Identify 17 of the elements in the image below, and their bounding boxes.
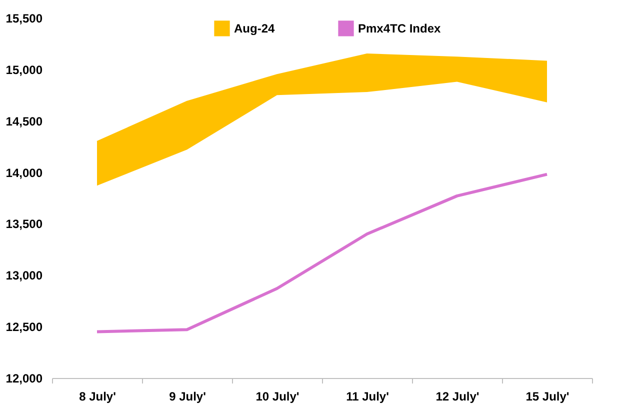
- x-tick-label: 9 July': [169, 390, 206, 404]
- y-tick-label: 12,500: [6, 320, 43, 334]
- y-tick-label: 12,000: [6, 372, 43, 386]
- x-tick-label: 15 July': [526, 390, 570, 404]
- y-tick-label: 13,000: [6, 268, 43, 283]
- x-tick-label: 8 July': [79, 390, 116, 404]
- y-tick-label: 15,500: [6, 12, 43, 26]
- y-tick-label: 14,500: [6, 114, 43, 128]
- y-tick-label: 15,000: [6, 62, 43, 77]
- legend-label: Pmx4TC Index: [358, 21, 442, 36]
- y-tick-label: 14,000: [6, 166, 43, 180]
- x-tick-label: 12 July': [436, 390, 480, 404]
- line-series: [96, 172, 548, 334]
- y-tick-label: 13,500: [6, 217, 43, 232]
- x-tick-label: 11 July': [346, 390, 390, 404]
- legend-label: Aug-24: [234, 21, 275, 36]
- x-tick-label: 10 July': [256, 390, 300, 404]
